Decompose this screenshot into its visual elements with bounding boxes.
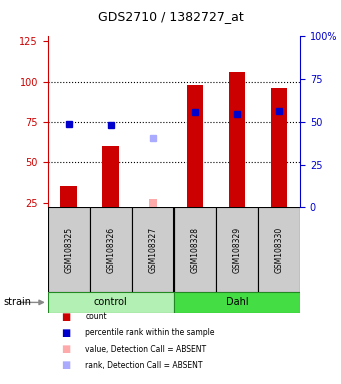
Text: percentile rank within the sample: percentile rank within the sample xyxy=(85,328,215,338)
Bar xyxy=(258,207,300,292)
Text: ■: ■ xyxy=(61,312,71,322)
Bar xyxy=(187,85,203,243)
Text: GSM108325: GSM108325 xyxy=(64,227,73,273)
Text: GSM108330: GSM108330 xyxy=(275,227,284,273)
Bar xyxy=(271,88,287,243)
Bar xyxy=(174,292,300,313)
Text: ■: ■ xyxy=(61,328,71,338)
Text: ■: ■ xyxy=(61,360,71,370)
Text: strain: strain xyxy=(3,297,31,308)
Bar xyxy=(90,207,132,292)
Bar xyxy=(174,207,216,292)
Bar xyxy=(228,72,246,243)
Bar xyxy=(48,292,174,313)
Text: count: count xyxy=(85,312,107,321)
Text: GSM108328: GSM108328 xyxy=(190,227,199,273)
Text: value, Detection Call = ABSENT: value, Detection Call = ABSENT xyxy=(85,344,206,354)
Bar xyxy=(216,207,258,292)
Text: GSM108327: GSM108327 xyxy=(148,227,158,273)
Text: Dahl: Dahl xyxy=(226,297,248,308)
Text: rank, Detection Call = ABSENT: rank, Detection Call = ABSENT xyxy=(85,361,203,370)
Text: control: control xyxy=(94,297,128,308)
Bar xyxy=(48,207,90,292)
Bar xyxy=(102,146,119,243)
Bar xyxy=(132,207,174,292)
Text: GSM108326: GSM108326 xyxy=(106,227,115,273)
Text: GSM108329: GSM108329 xyxy=(233,227,241,273)
Bar xyxy=(60,186,77,243)
Bar xyxy=(149,199,157,243)
Text: GDS2710 / 1382727_at: GDS2710 / 1382727_at xyxy=(98,10,243,23)
Text: ■: ■ xyxy=(61,344,71,354)
